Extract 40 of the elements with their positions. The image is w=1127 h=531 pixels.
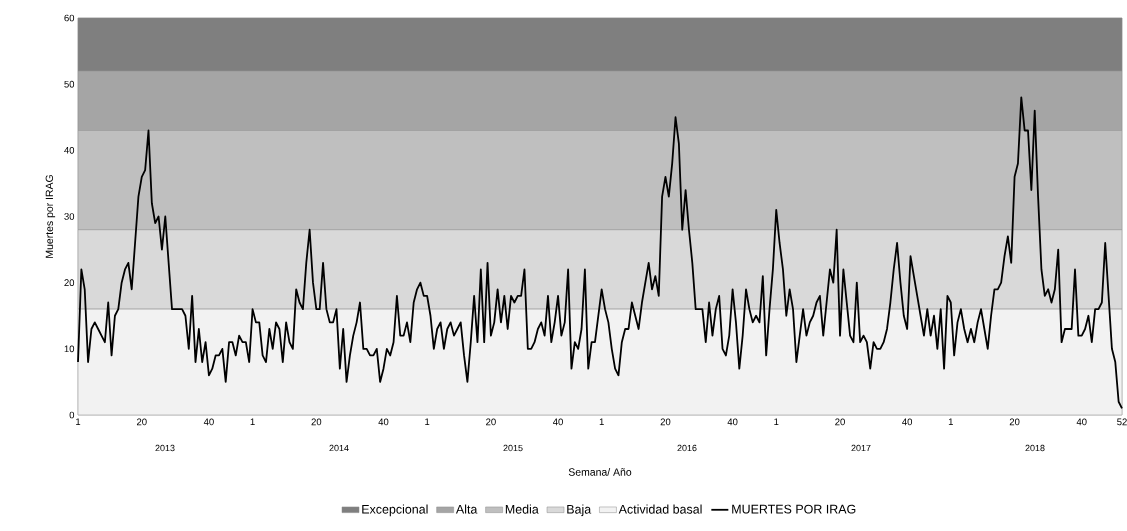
- legend-label: MUERTES POR IRAG: [732, 504, 856, 514]
- x-tick-label: 1: [599, 418, 604, 426]
- text: 2015: [503, 444, 523, 452]
- x-axis-title: Semana/ Año: [568, 468, 632, 476]
- x-tick-label: 1: [76, 418, 81, 426]
- x-tick-label: 40: [203, 418, 214, 426]
- x-tick-label: 20: [835, 418, 845, 426]
- y-tick-label: 20: [64, 279, 75, 287]
- y-tick-label: 10: [64, 345, 75, 353]
- x-tick-label: 1: [250, 418, 255, 426]
- y-axis-title: Muertes por IRAG: [45, 175, 56, 258]
- x-tick-label: 20: [311, 418, 322, 426]
- x-tick-label: 40: [552, 418, 563, 426]
- x-tick-label: 1: [948, 418, 953, 426]
- x-tick-label: 52: [1117, 418, 1127, 426]
- x-tick-label: 20: [136, 418, 147, 426]
- x-tick-label: 40: [727, 418, 738, 426]
- x-tick-label: 20: [660, 418, 671, 426]
- y-tick-label: 60: [64, 14, 75, 22]
- legend-label: Media: [505, 504, 539, 514]
- legend-label: Actividad basal: [618, 504, 702, 514]
- text: 2016: [677, 444, 697, 452]
- legend-label: Excepcional: [362, 504, 428, 517]
- y-tick-label: 50: [64, 80, 75, 88]
- x-tick-label: 20: [1009, 418, 1020, 426]
- x-tick-label: 40: [902, 418, 913, 426]
- x-tick-label: 40: [378, 418, 389, 426]
- legend-label: Alta: [455, 504, 478, 514]
- x-tick-label: 40: [1076, 418, 1087, 426]
- text: 2014: [329, 444, 349, 452]
- y-tick-label: 30: [64, 213, 75, 220]
- text: 2018: [1025, 444, 1045, 452]
- text: 2017: [851, 444, 871, 452]
- x-tick-label: 20: [486, 418, 496, 426]
- x-tick-label: 1: [774, 418, 779, 426]
- text: 2013: [155, 444, 175, 452]
- legend-label: Baja: [567, 504, 592, 517]
- y-tick-label: 40: [64, 146, 75, 154]
- x-tick-label: 1: [425, 418, 430, 426]
- y-tick-label: 0: [69, 411, 75, 419]
